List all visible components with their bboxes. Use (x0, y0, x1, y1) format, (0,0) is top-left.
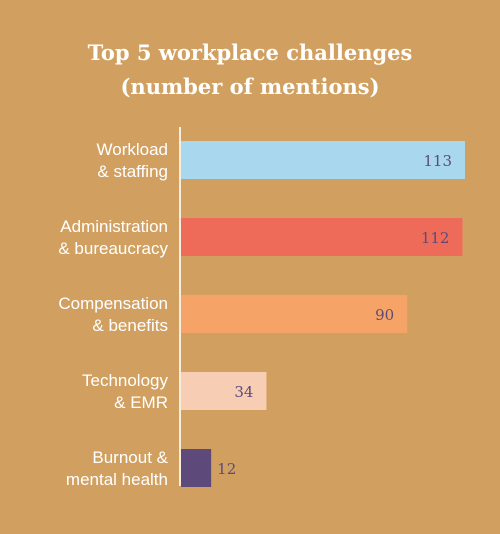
chart-title-line-1: Top 5 workplace challenges (87, 40, 413, 65)
category-label: mental health (66, 470, 168, 489)
bar (181, 141, 465, 179)
value-label: 90 (375, 306, 394, 324)
bar (181, 449, 212, 487)
category-label: Workload (97, 140, 169, 159)
value-label: 112 (421, 229, 450, 247)
bar (181, 218, 463, 256)
category-label: Technology (82, 371, 169, 390)
category-label: & staffing (97, 162, 168, 181)
bar (181, 372, 267, 410)
category-label: Burnout & (92, 448, 168, 467)
category-label: Compensation (58, 294, 168, 313)
bar (181, 295, 408, 333)
value-label: 34 (234, 383, 253, 401)
category-label: & EMR (114, 393, 168, 412)
value-label: 113 (423, 152, 452, 170)
chart-title-line-2: (number of mentions) (120, 74, 380, 99)
category-label: Administration (60, 217, 168, 236)
category-label: & bureaucracy (58, 239, 168, 258)
value-label: 12 (217, 460, 236, 478)
category-label: & benefits (92, 316, 168, 335)
